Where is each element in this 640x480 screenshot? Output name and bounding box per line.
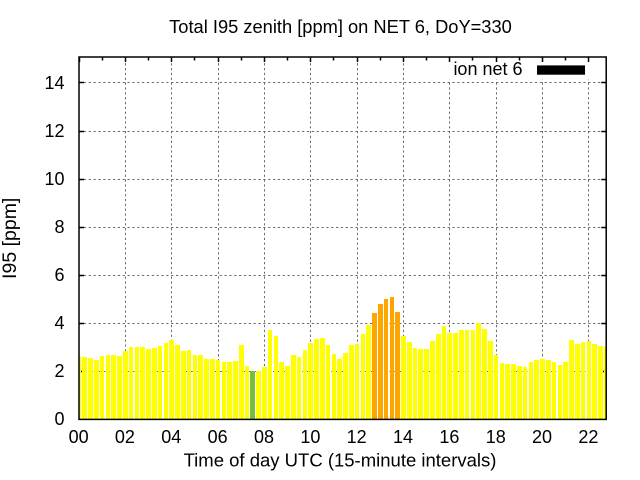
svg-text:8: 8 [54,217,64,237]
svg-text:14: 14 [44,73,64,93]
svg-text:4: 4 [54,313,64,333]
svg-text:2: 2 [54,361,64,381]
svg-text:12: 12 [347,427,367,447]
svg-text:0: 0 [54,409,64,429]
svg-text:ion net 6: ion net 6 [453,59,522,79]
svg-text:04: 04 [161,427,181,447]
svg-text:10: 10 [44,169,64,189]
svg-text:20: 20 [532,427,552,447]
svg-text:6: 6 [54,265,64,285]
svg-text:12: 12 [44,121,64,141]
svg-text:08: 08 [254,427,274,447]
svg-text:10: 10 [300,427,320,447]
svg-text:22: 22 [578,427,598,447]
svg-text:14: 14 [393,427,413,447]
svg-text:I95 [ppm]: I95 [ppm] [0,198,21,279]
svg-text:Total I95 zenith [ppm] on NET: Total I95 zenith [ppm] on NET 6, DoY=330 [169,16,512,37]
svg-text:02: 02 [115,427,135,447]
svg-text:06: 06 [208,427,228,447]
svg-text:18: 18 [486,427,506,447]
svg-text:00: 00 [69,427,89,447]
svg-text:Time of day UTC (15-minute int: Time of day UTC (15-minute intervals) [184,450,497,471]
svg-text:16: 16 [439,427,459,447]
